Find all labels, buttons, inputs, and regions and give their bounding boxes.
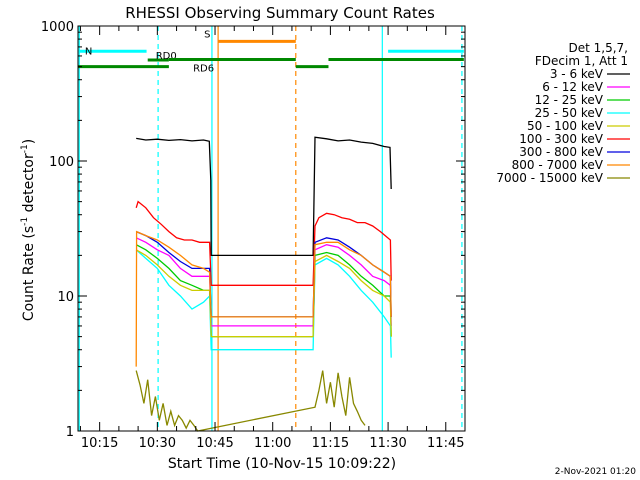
segment-label-s: S <box>204 29 210 40</box>
series-line-7000-15000-kev <box>135 370 366 432</box>
series-line-800-7000-kev <box>135 230 392 367</box>
x-tick-label: 10:15 <box>81 436 118 451</box>
segment-label-rd6: RD6 <box>193 64 214 75</box>
segment-label-n: N <box>85 46 92 57</box>
footer-date: 2-Nov-2021 01:20 <box>555 467 637 477</box>
legend-label-800-7000-kev: 800 - 7000 keV <box>512 158 604 172</box>
data-series <box>135 136 392 432</box>
legend-label-25-50-kev: 25 - 50 keV <box>535 106 604 120</box>
legend-header-fdecim: FDecim 1, Att 1 <box>535 54 628 68</box>
legend-label-100-300-kev: 100 - 300 keV <box>519 132 603 146</box>
x-tick-label: 10:45 <box>196 436 233 451</box>
x-tick-label: 11:30 <box>369 436 406 451</box>
marker-lines <box>78 26 463 431</box>
y-axis-label: Count Rate (s-1 detector-1) <box>20 139 37 321</box>
legend-header-det: Det 1,5,7, <box>569 41 629 55</box>
legend-label-3-6-kev: 3 - 6 keV <box>550 67 604 81</box>
series-line-3-6-kev <box>136 136 392 257</box>
legend-label-6-12-kev: 6 - 12 keV <box>542 80 604 94</box>
plot-frame <box>77 25 466 432</box>
y-tick-label: 1000 <box>41 20 74 35</box>
legend-label-300-800-kev: 300 - 800 keV <box>519 145 603 159</box>
x-axis-ticks: 10:15 10:30 10:45 11:00 11:15 11:30 11:45 <box>79 26 466 451</box>
x-tick-label: 11:00 <box>254 436 291 451</box>
series-line-50-100-kev <box>135 249 392 338</box>
series-line-100-300-kev <box>135 200 392 286</box>
x-tick-label: 10:30 <box>139 436 176 451</box>
y-tick-label: 1 <box>66 425 74 440</box>
x-tick-label: 11:15 <box>312 436 349 451</box>
series-line-25-50-kev <box>135 249 392 358</box>
legend-label-12-25-kev: 12 - 25 keV <box>535 93 604 107</box>
y-tick-label: 10 <box>57 290 74 305</box>
chart-title: RHESSI Observing Summary Count Rates <box>125 4 435 22</box>
legend-label-7000-15000-kev: 7000 - 15000 keV <box>496 171 603 185</box>
x-tick-label: 11:45 <box>427 436 464 451</box>
state-segments: N RD0 RD6 S <box>78 29 464 75</box>
y-tick-label: 100 <box>49 155 74 170</box>
segment-label-rd0: RD0 <box>156 51 177 62</box>
y-axis-ticks: 1 10 100 1000 <box>41 20 465 440</box>
x-axis-label: Start Time (10-Nov-15 10:09:22) <box>168 456 396 472</box>
legend-label-50-100-kev: 50 - 100 keV <box>527 119 604 133</box>
